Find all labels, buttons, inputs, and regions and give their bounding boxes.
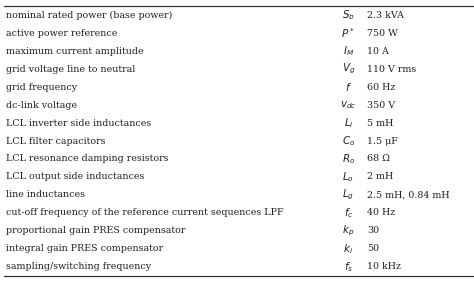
Text: 1.5 μF: 1.5 μF [367,136,398,146]
Text: 60 Hz: 60 Hz [367,83,396,92]
Text: line inductances: line inductances [6,190,85,199]
Text: grid voltage line to neutral: grid voltage line to neutral [6,65,135,74]
Text: LCL inverter side inductances: LCL inverter side inductances [6,118,151,127]
Text: LCL output side inductances: LCL output side inductances [6,173,144,181]
Text: $L_o$: $L_o$ [342,170,355,184]
Text: dc-link voltage: dc-link voltage [6,101,77,109]
Text: 50: 50 [367,244,380,253]
Text: 68 Ω: 68 Ω [367,155,391,164]
Text: maximum current amplitude: maximum current amplitude [6,47,143,56]
Text: $C_o$: $C_o$ [342,134,355,148]
Text: 10 A: 10 A [367,47,389,56]
Text: grid frequency: grid frequency [6,83,77,92]
Text: 2 mH: 2 mH [367,173,393,181]
Text: $S_b$: $S_b$ [342,8,355,22]
Text: $f_s$: $f_s$ [344,260,353,274]
Text: 750 W: 750 W [367,29,398,38]
Text: $V_g$: $V_g$ [342,62,355,76]
Text: 5 mH: 5 mH [367,118,394,127]
Text: active power reference: active power reference [6,29,117,38]
Text: 2.5 mH, 0.84 mH: 2.5 mH, 0.84 mH [367,190,450,199]
Text: $k_i$: $k_i$ [343,242,354,256]
Text: $v_{dc}$: $v_{dc}$ [340,99,357,111]
Text: 30: 30 [367,226,380,235]
Text: $P^*$: $P^*$ [341,26,356,40]
Text: 350 V: 350 V [367,101,395,109]
Text: LCL filter capacitors: LCL filter capacitors [6,136,105,146]
Text: cut-off frequency of the reference current sequences LPF: cut-off frequency of the reference curre… [6,208,283,217]
Text: $R_o$: $R_o$ [342,152,355,166]
Text: 40 Hz: 40 Hz [367,208,396,217]
Text: $L_i$: $L_i$ [344,116,353,130]
Text: 10 kHz: 10 kHz [367,262,401,271]
Text: $f_c$: $f_c$ [344,206,353,220]
Text: $f$: $f$ [345,81,352,93]
Text: nominal rated power (base power): nominal rated power (base power) [6,11,172,20]
Text: sampling/switching frequency: sampling/switching frequency [6,262,151,271]
Text: $k_p$: $k_p$ [342,224,355,238]
Text: LCL resonance damping resistors: LCL resonance damping resistors [6,155,168,164]
Text: $L_g$: $L_g$ [342,188,355,202]
Text: integral gain PRES compensator: integral gain PRES compensator [6,244,163,253]
Text: 110 V rms: 110 V rms [367,65,417,74]
Text: $I_M$: $I_M$ [343,44,354,58]
Text: 2.3 kVA: 2.3 kVA [367,11,404,20]
Text: proportional gain PRES compensator: proportional gain PRES compensator [6,226,185,235]
